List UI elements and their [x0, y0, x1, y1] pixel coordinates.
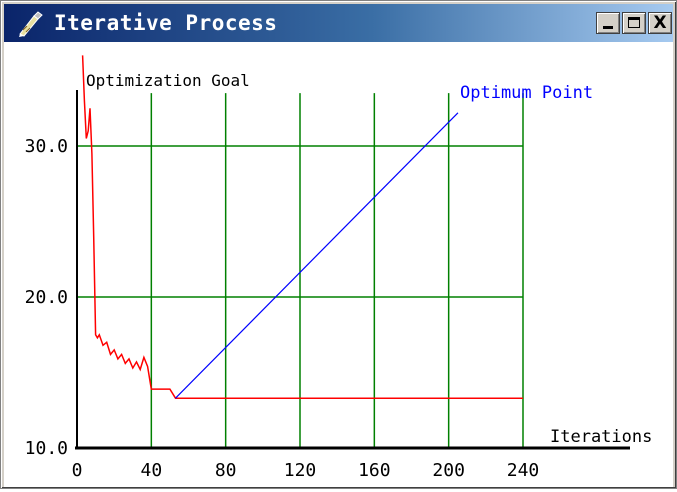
title-bar[interactable]: Iterative Process X	[4, 4, 673, 42]
axes	[75, 90, 630, 450]
maximize-icon	[628, 17, 640, 28]
y-tick-label-10.0: 10.0	[25, 438, 68, 459]
x-tick-label-40: 40	[140, 460, 162, 481]
close-button[interactable]: X	[648, 12, 672, 34]
x-tick-label-240: 240	[507, 460, 540, 481]
minimize-icon	[603, 26, 613, 29]
optimum-point-label: Optimum Point	[460, 83, 593, 103]
x-tick-label-120: 120	[284, 460, 317, 481]
x-axis-label: Iterations	[550, 427, 652, 447]
x-tick-label-80: 80	[215, 460, 237, 481]
plot-area: Optimum Point Optimization Goal Iteration…	[4, 42, 673, 487]
minimize-button[interactable]	[596, 12, 620, 34]
window-title: Iterative Process	[54, 11, 278, 35]
iteration-chart: Optimum Point Optimization Goal Iteration…	[25, 55, 653, 481]
grid	[77, 93, 524, 448]
x-tick-label-160: 160	[358, 460, 391, 481]
maximize-button[interactable]	[622, 12, 646, 34]
x-tick-label-0: 0	[72, 460, 83, 481]
labels: Optimization Goal Iterations 0 40 80 120 160 20…	[25, 71, 653, 481]
pen-icon	[19, 11, 43, 37]
annotation-layer: Optimum Point	[175, 83, 593, 399]
series-line-0	[81, 55, 523, 399]
x-tick-label-200: 200	[432, 460, 465, 481]
y-tick-label-20.0: 20.0	[25, 287, 68, 308]
y-axis-label: Optimization Goal	[86, 71, 250, 90]
series-layer	[81, 55, 523, 399]
y-tick-label-30.0: 30.0	[25, 136, 68, 157]
close-icon: X	[653, 13, 667, 33]
optimum-point-line	[175, 112, 459, 399]
